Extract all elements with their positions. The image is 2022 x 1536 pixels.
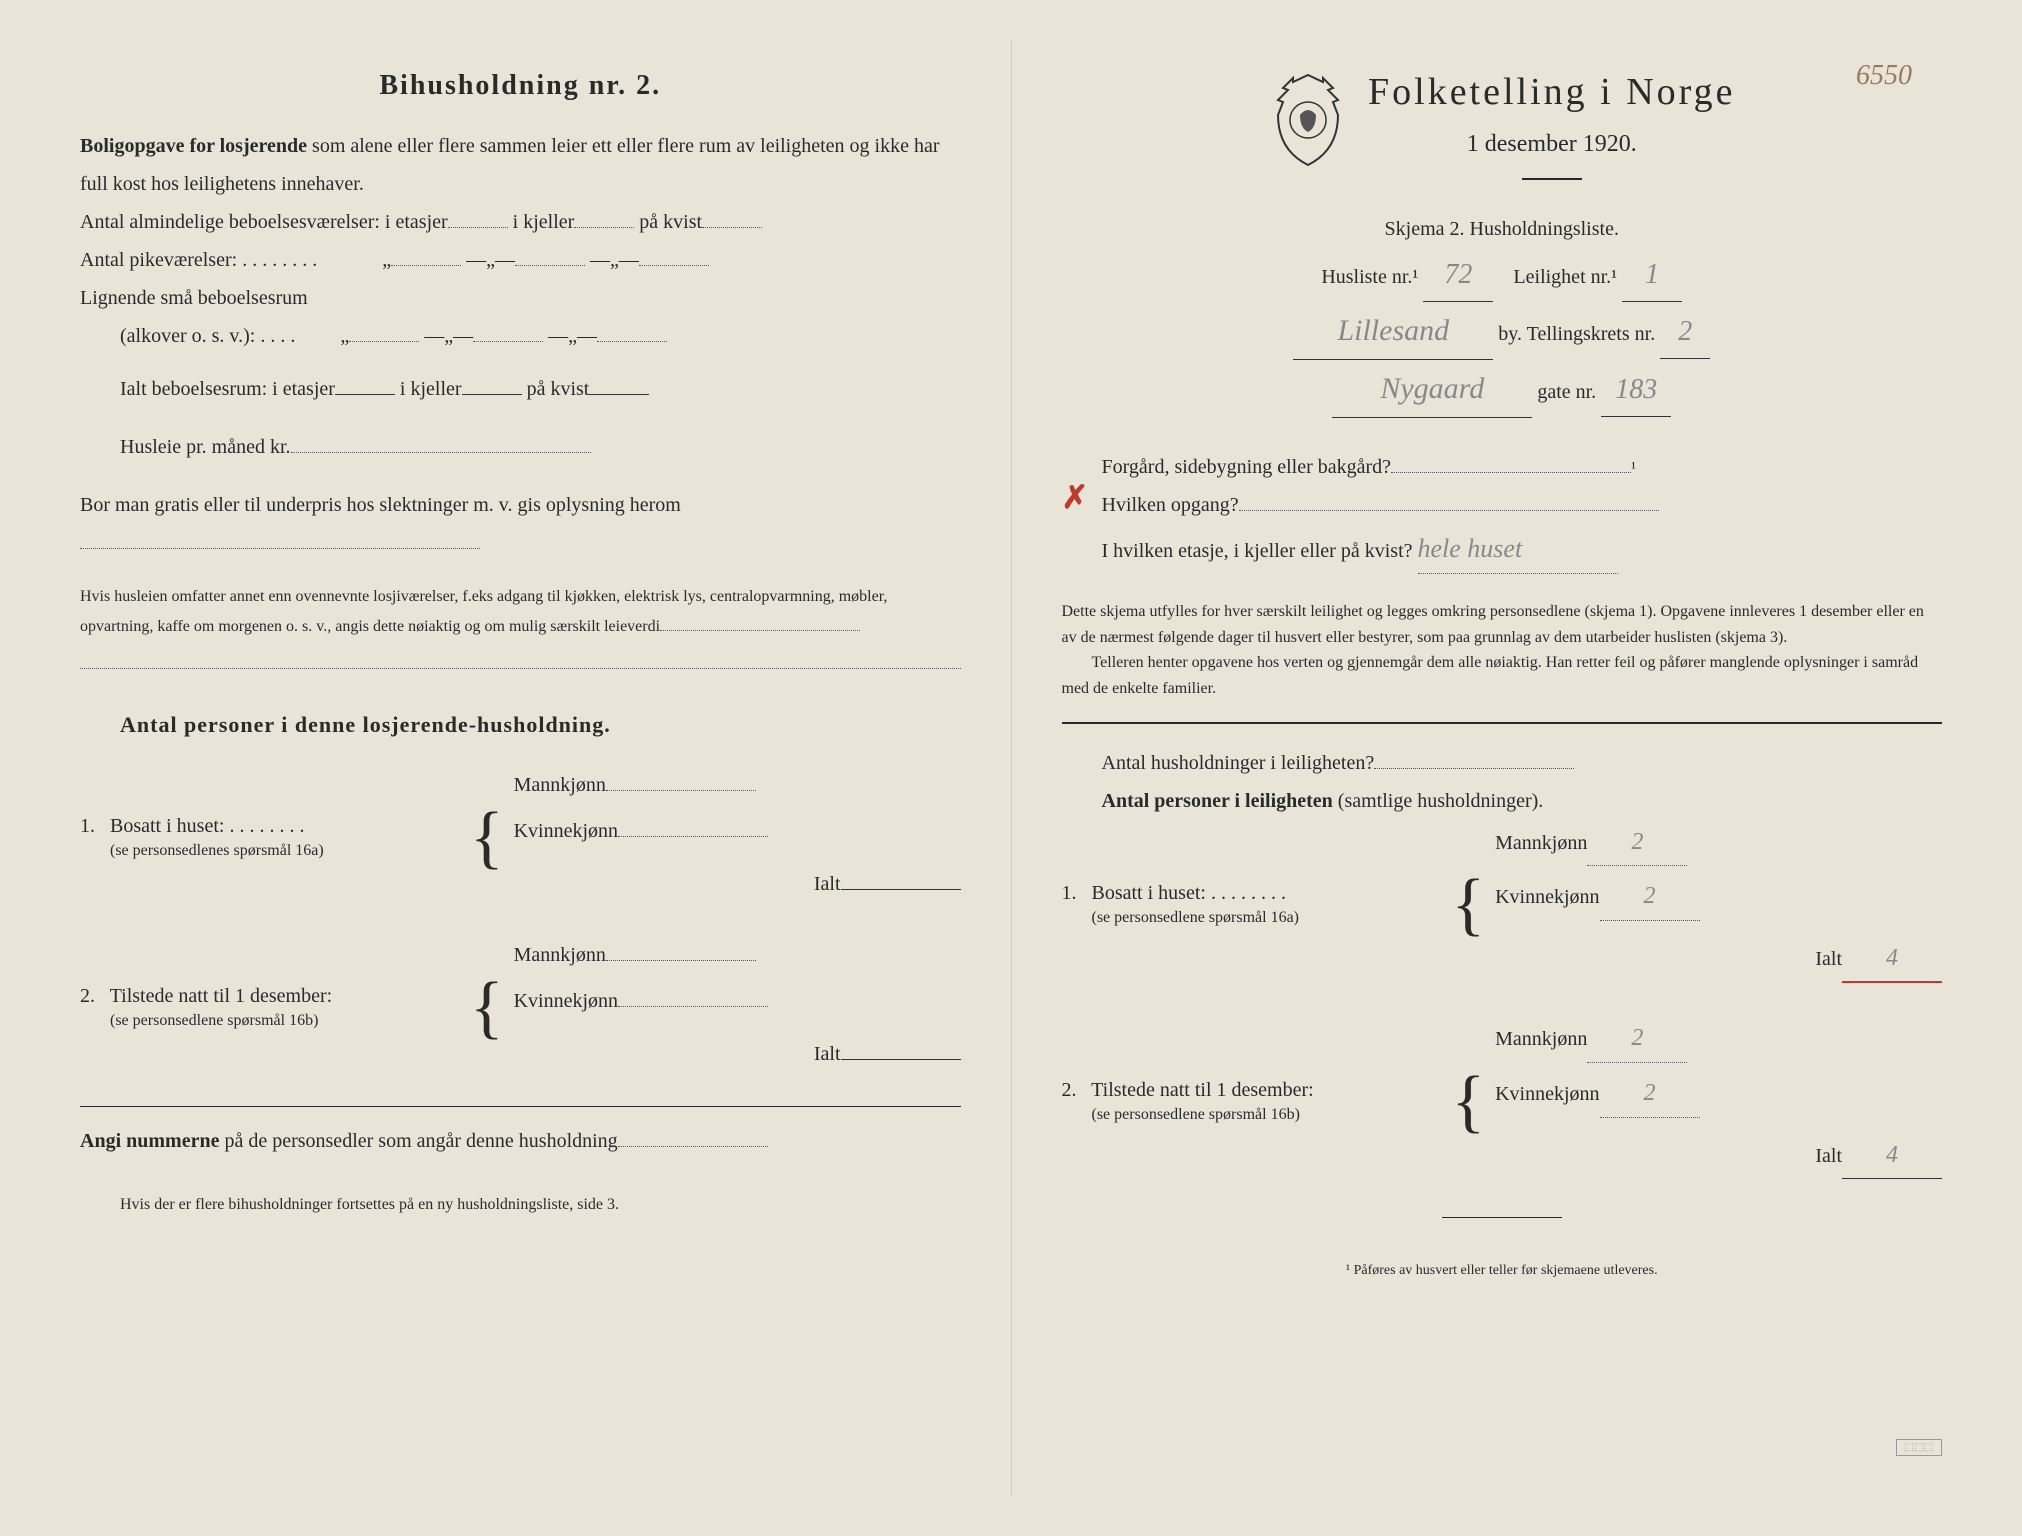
mann2-value: 2 — [1587, 1016, 1687, 1063]
intro-bold: Boligopgave for losjerende — [80, 135, 307, 157]
printer-stamp: ⬚⬚⬚ — [1896, 1439, 1942, 1456]
by-value: Lillesand — [1293, 302, 1493, 360]
kvinne1-value: 2 — [1600, 874, 1700, 921]
left-section-title: Antal personer i denne losjerende-hushol… — [120, 704, 961, 746]
left-footer: Hvis der er flere bihusholdninger fortse… — [120, 1190, 961, 1220]
coat-of-arms-icon — [1268, 70, 1348, 170]
by-line: Lillesand by. Tellingskrets nr. 2 — [1062, 302, 1943, 360]
ialt2-value: 4 — [1842, 1133, 1942, 1180]
right-q1-group: 1. Bosatt i huset: . . . . . . . . (se p… — [1062, 820, 1943, 992]
gate-line: Nygaard gate nr. 183 — [1062, 360, 1943, 418]
left-title: Bihusholdning nr. 2. — [80, 70, 961, 102]
husliste-line: Husliste nr.¹ 72 Leilighet nr.¹ 1 — [1062, 248, 1943, 302]
right-page: 6550 Folketelling i Norge 1 desember 192… — [1012, 40, 1993, 1496]
antal-hush-line: Antal husholdninger i leiligheten? — [1102, 744, 1943, 782]
line-angi: Angi nummerne på de personsedler som ang… — [80, 1122, 961, 1160]
subtitle: 1 desember 1920. — [1368, 122, 1736, 168]
line-pike: Antal pikeværelser: . . . . . . . . „ —„… — [80, 241, 961, 279]
line-gratis: Bor man gratis eller til underpris hos s… — [80, 486, 961, 562]
leilighet-value: 1 — [1622, 248, 1682, 302]
krets-value: 2 — [1660, 305, 1710, 359]
red-x-mark: ✗ — [1062, 478, 1089, 516]
right-para1: Dette skjema utfylles for hver særskilt … — [1062, 599, 1943, 650]
left-q2-group: 2. Tilstede natt til 1 desember: (se per… — [80, 936, 961, 1081]
question-block: ✗ Forgård, sidebygning eller bakgård?¹ H… — [1102, 448, 1943, 574]
line-ialt-rooms: Ialt beboelsesrum: i etasjer i kjeller p… — [120, 370, 961, 408]
left-q1-group: 1. Bosatt i huset: . . . . . . . . (se p… — [80, 766, 961, 911]
header-row: Folketelling i Norge 1 desember 1920. — [1062, 70, 1943, 200]
line-lignende: Lignende små beboelsesrum (alkover o. s.… — [80, 279, 961, 355]
gate-value: Nygaard — [1332, 360, 1532, 418]
etasje-value: hele huset — [1418, 524, 1618, 574]
line-bebo: Antal almindelige beboelsesværelser: i e… — [80, 203, 961, 241]
line-husleie: Husleie pr. måned kr. — [120, 428, 961, 466]
kvinne2-value: 2 — [1600, 1071, 1700, 1118]
skjema-line: Skjema 2. Husholdningsliste. — [1062, 210, 1943, 248]
gatenr-value: 183 — [1601, 363, 1671, 417]
intro-paragraph: Boligopgave for losjerende som alene ell… — [80, 127, 961, 203]
main-title: Folketelling i Norge — [1368, 70, 1736, 114]
ialt1-value: 4 — [1842, 936, 1942, 984]
mann1-value: 2 — [1587, 820, 1687, 867]
right-footnote: ¹ Påføres av husvert eller teller før sk… — [1062, 1258, 1943, 1285]
right-q2-group: 2. Tilstede natt til 1 desember: (se per… — [1062, 1016, 1943, 1187]
left-para-small: Hvis husleien omfatter annet enn ovennev… — [80, 582, 961, 643]
right-para2: Telleren henter opgavene hos verten og g… — [1062, 650, 1943, 701]
annotation-number: 6550 — [1856, 60, 1912, 92]
husliste-value: 72 — [1423, 248, 1493, 302]
left-page: Bihusholdning nr. 2. Boligopgave for los… — [30, 40, 1012, 1496]
antal-pers-line: Antal personer i leiligheten (samtlige h… — [1102, 782, 1943, 820]
